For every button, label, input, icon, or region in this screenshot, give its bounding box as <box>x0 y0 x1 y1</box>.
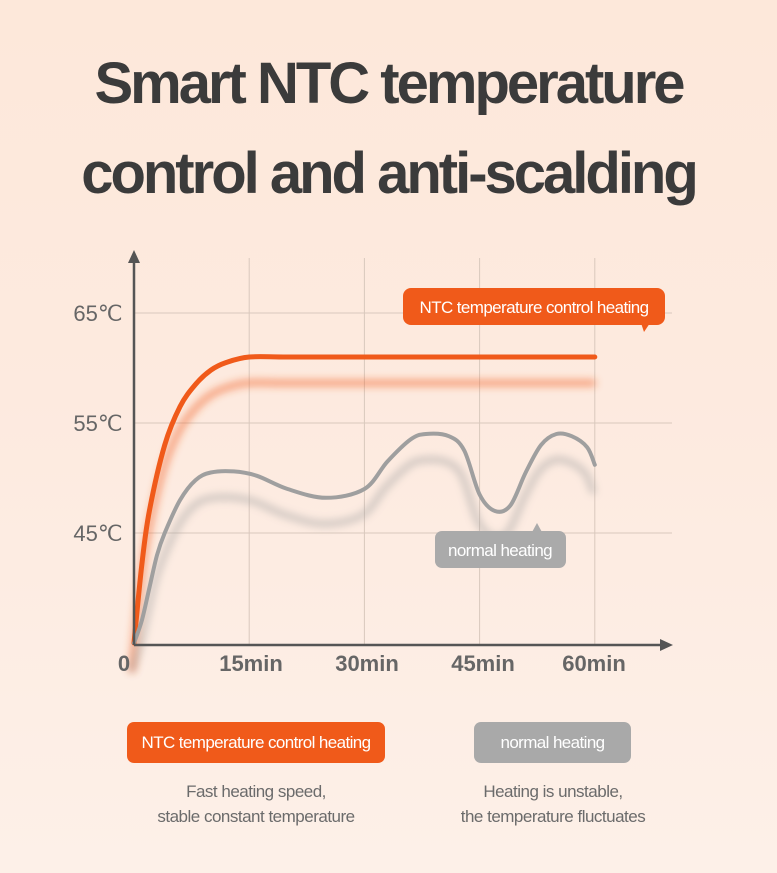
series-lines <box>131 354 598 646</box>
x-axis-arrow-icon <box>660 639 673 651</box>
normal-heating-line <box>132 431 597 645</box>
legend-normal-desc-line-1: Heating is unstable, <box>483 782 623 801</box>
tick-labels: 0 15min 30min 45min 60min 45℃ 55℃ 65℃ <box>73 301 625 676</box>
y-tick-label: 55℃ <box>73 411 122 436</box>
legend-normal-badge: normal heating <box>474 722 631 763</box>
x-tick-label: 30min <box>335 651 399 676</box>
y-axis-arrow-icon <box>128 250 140 263</box>
series-shadow-1 <box>128 379 597 673</box>
callouts: NTC temperature control heating normal h… <box>403 288 665 568</box>
normal-callout-label: normal heating <box>448 541 552 560</box>
x-tick-label: 15min <box>219 651 283 676</box>
page-title-line-1: Smart NTC temperature <box>94 51 685 116</box>
series-shadow-2 <box>128 455 597 673</box>
normal-callout-box <box>435 531 566 568</box>
legend-ntc-description: Fast heating speed, stable constant temp… <box>106 779 406 829</box>
legend-normal-description: Heating is unstable, the temperature flu… <box>403 779 703 829</box>
axes <box>128 250 673 651</box>
x-tick-label: 45min <box>451 651 515 676</box>
legend-normal-desc-line-2: the temperature fluctuates <box>460 807 646 826</box>
x-tick-label: 60min <box>562 651 626 676</box>
legend-ntc-desc-line-1: Fast heating speed, <box>186 782 326 801</box>
ntc-heating-line <box>131 354 598 646</box>
y-tick-label: 45℃ <box>73 521 122 546</box>
ntc-callout-box <box>403 288 665 325</box>
legend-ntc-desc-line-2: stable constant temperature <box>157 807 355 826</box>
legend-ntc-badge: NTC temperature control heating <box>127 722 385 763</box>
x-tick-label: 0 <box>118 651 130 676</box>
page-title-line-2: control and anti-scalding <box>81 141 699 206</box>
y-tick-label: 65℃ <box>73 301 122 326</box>
ntc-callout-label: NTC temperature control heating <box>420 298 649 317</box>
line-shadows <box>128 379 597 673</box>
